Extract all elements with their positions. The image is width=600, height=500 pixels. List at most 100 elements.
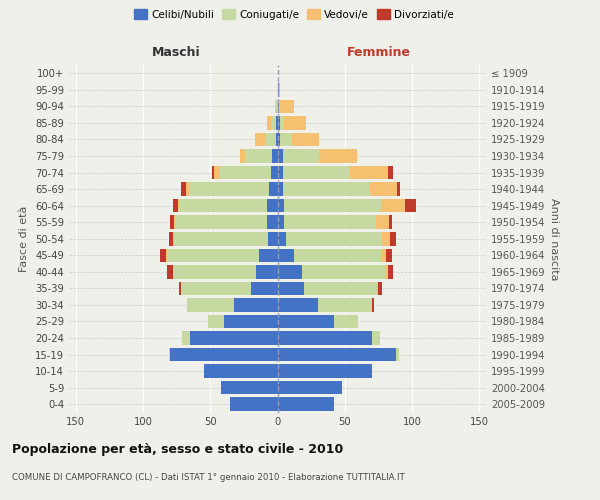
Bar [277, 83, 279, 96]
Bar [292, 132, 319, 146]
Bar [284, 216, 376, 229]
Bar [272, 149, 277, 163]
Bar [277, 116, 280, 130]
Bar [379, 282, 382, 295]
Bar [277, 364, 371, 378]
Bar [182, 332, 190, 345]
Bar [187, 298, 235, 312]
Bar [203, 364, 277, 378]
Bar [277, 282, 304, 295]
Bar [186, 182, 189, 196]
Bar [277, 166, 283, 179]
Bar [391, 232, 396, 245]
Bar [280, 100, 293, 113]
Bar [284, 199, 381, 212]
Bar [280, 116, 284, 130]
Bar [277, 298, 318, 312]
Bar [334, 314, 358, 328]
Bar [277, 381, 342, 394]
Bar [268, 232, 277, 245]
Bar [386, 248, 392, 262]
Bar [208, 314, 224, 328]
Bar [173, 199, 178, 212]
Bar [173, 232, 174, 245]
Bar [277, 182, 283, 196]
Bar [169, 232, 173, 245]
Bar [170, 348, 277, 362]
Bar [277, 149, 283, 163]
Bar [189, 182, 269, 196]
Y-axis label: Anni di nascita: Anni di nascita [550, 198, 559, 280]
Bar [277, 314, 334, 328]
Text: COMUNE DI CAMPOFRANCO (CL) - Dati ISTAT 1° gennaio 2010 - Elaborazione TUTTITALI: COMUNE DI CAMPOFRANCO (CL) - Dati ISTAT … [12, 472, 405, 482]
Bar [376, 216, 389, 229]
Bar [277, 216, 284, 229]
Bar [283, 166, 350, 179]
Bar [277, 265, 302, 278]
Bar [382, 232, 391, 245]
Bar [284, 116, 306, 130]
Bar [265, 132, 276, 146]
Bar [371, 298, 374, 312]
Bar [235, 298, 277, 312]
Bar [275, 100, 277, 113]
Bar [174, 232, 268, 245]
Bar [276, 132, 277, 146]
Bar [212, 166, 214, 179]
Bar [179, 199, 267, 212]
Bar [277, 248, 293, 262]
Bar [240, 149, 245, 163]
Bar [214, 166, 220, 179]
Bar [377, 282, 379, 295]
Y-axis label: Fasce di età: Fasce di età [19, 206, 29, 272]
Bar [220, 166, 271, 179]
Bar [385, 265, 388, 278]
Bar [304, 282, 377, 295]
Text: Maschi: Maschi [152, 46, 201, 59]
Bar [277, 348, 396, 362]
Bar [277, 332, 371, 345]
Bar [175, 216, 267, 229]
Bar [277, 398, 334, 411]
Bar [286, 232, 382, 245]
Bar [251, 282, 277, 295]
Legend: Celibi/Nubili, Coniugati/e, Vedovi/e, Divorziati/e: Celibi/Nubili, Coniugati/e, Vedovi/e, Di… [130, 5, 458, 24]
Bar [277, 199, 284, 212]
Bar [267, 116, 271, 130]
Bar [279, 83, 280, 96]
Bar [350, 166, 388, 179]
Bar [280, 132, 292, 146]
Bar [174, 216, 175, 229]
Bar [230, 398, 277, 411]
Bar [283, 182, 370, 196]
Bar [276, 116, 277, 130]
Bar [221, 381, 277, 394]
Bar [173, 265, 256, 278]
Bar [271, 116, 276, 130]
Bar [166, 248, 167, 262]
Bar [279, 100, 280, 113]
Bar [371, 332, 380, 345]
Bar [256, 265, 277, 278]
Bar [370, 182, 397, 196]
Bar [405, 199, 416, 212]
Bar [283, 149, 319, 163]
Bar [259, 248, 277, 262]
Bar [167, 265, 173, 278]
Bar [224, 314, 277, 328]
Bar [302, 265, 385, 278]
Bar [271, 166, 277, 179]
Bar [381, 199, 405, 212]
Bar [254, 132, 265, 146]
Text: Femmine: Femmine [346, 46, 410, 59]
Bar [245, 149, 272, 163]
Bar [179, 282, 181, 295]
Bar [267, 199, 277, 212]
Bar [277, 132, 280, 146]
Text: Popolazione per età, sesso e stato civile - 2010: Popolazione per età, sesso e stato civil… [12, 442, 343, 456]
Bar [381, 248, 386, 262]
Bar [181, 282, 251, 295]
Bar [319, 149, 357, 163]
Bar [388, 265, 393, 278]
Bar [267, 216, 277, 229]
